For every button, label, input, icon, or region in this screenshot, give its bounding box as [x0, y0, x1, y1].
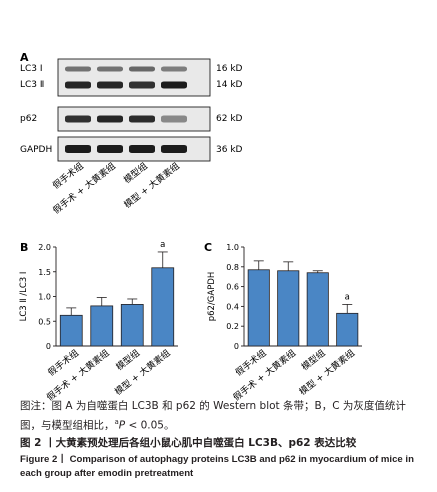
bar-2: [306, 272, 329, 347]
band-1-lane-3: [161, 81, 187, 89]
band-3-lane-3: [161, 145, 187, 153]
y-tick-label-3: 1.5: [38, 268, 51, 277]
blot-box-0: [57, 58, 211, 97]
chart-b-lc3-ratio: 00.51.01.52.0LC3 Ⅱ /LC3 Ⅰ假手术组假手术 + 大黄素组模…: [19, 240, 178, 403]
band-3-lane-0: [65, 145, 91, 153]
caption-title-en: Figure 2丨 Comparison of autophagy protei…: [20, 453, 414, 479]
significance-mark-3: a: [160, 240, 165, 250]
panel-c-label: C: [204, 241, 212, 254]
band-3-lane-2: [129, 145, 155, 153]
bar-2: [120, 304, 144, 347]
bar-0: [247, 269, 270, 347]
y-tick-label-2: 1.0: [38, 293, 51, 302]
bar-0: [59, 314, 83, 347]
caption-title-cn: 图 2 丨大黄素预处理后各组小鼠心肌中自噬蛋白 LC3B、p62 表达比较: [20, 436, 357, 449]
y-tick-label-4: 0.8: [226, 263, 239, 272]
y-tick-label-0: 0: [46, 342, 51, 351]
y-tick-label-5: 1.0: [226, 243, 239, 252]
band-3-lane-1: [97, 145, 123, 153]
band-0-lane-1: [97, 66, 123, 72]
band-2-lane-1: [97, 115, 123, 123]
band-2-lane-2: [129, 115, 155, 123]
lane-label-2: 模型组: [121, 160, 150, 186]
band-label-3: GAPDH: [20, 145, 52, 155]
band-0-lane-0: [65, 66, 91, 72]
band-1-lane-2: [129, 81, 155, 89]
band-kd-1: 14 kD: [216, 80, 243, 90]
significance-mark-3: a: [345, 292, 350, 302]
y-tick-label-4: 2.0: [38, 243, 51, 252]
y-tick-label-1: 0.5: [38, 317, 51, 326]
band-2-lane-0: [65, 115, 91, 123]
category-label-2: 模型组: [113, 347, 142, 373]
lane-label-3: 模型 + 大黄素组: [121, 160, 181, 211]
bar-1: [277, 270, 300, 347]
bar-1: [90, 305, 114, 347]
y-axis-title: LC3 Ⅱ /LC3 Ⅰ: [19, 272, 29, 322]
figure-caption: 图注：图 A 为自噬蛋白 LC3B 和 p62 的 Western blot 条…: [20, 398, 425, 481]
y-tick-label-0: 0: [234, 342, 239, 351]
band-0-lane-2: [129, 66, 155, 72]
band-label-0: LC3 Ⅰ: [20, 64, 43, 74]
caption-note: 图注：图 A 为自噬蛋白 LC3B 和 p62 的 Western blot 条…: [20, 400, 406, 432]
band-kd-2: 62 kD: [216, 114, 243, 124]
chart-c-p62-ratio: 00.20.40.60.81.0p62/GAPDH假手术组假手术 + 大黄素组模…: [207, 243, 362, 403]
band-kd-0: 16 kD: [216, 64, 243, 74]
y-tick-label-3: 0.6: [226, 283, 239, 292]
band-1-lane-1: [97, 81, 123, 89]
y-axis-title: p62/GAPDH: [207, 272, 217, 322]
y-tick-label-2: 0.4: [226, 302, 239, 311]
band-label-1: LC3 Ⅱ: [20, 80, 44, 90]
panel-a-label: A: [20, 51, 29, 64]
band-1-lane-0: [65, 81, 91, 89]
band-0-lane-3: [161, 66, 187, 72]
band-kd-3: 36 kD: [216, 145, 243, 155]
y-tick-label-1: 0.2: [226, 322, 239, 331]
bar-3: [336, 312, 359, 347]
band-2-lane-3: [161, 115, 187, 123]
bar-3: [151, 267, 175, 347]
panel-b-label: B: [20, 241, 28, 254]
band-label-2: p62: [20, 114, 37, 124]
